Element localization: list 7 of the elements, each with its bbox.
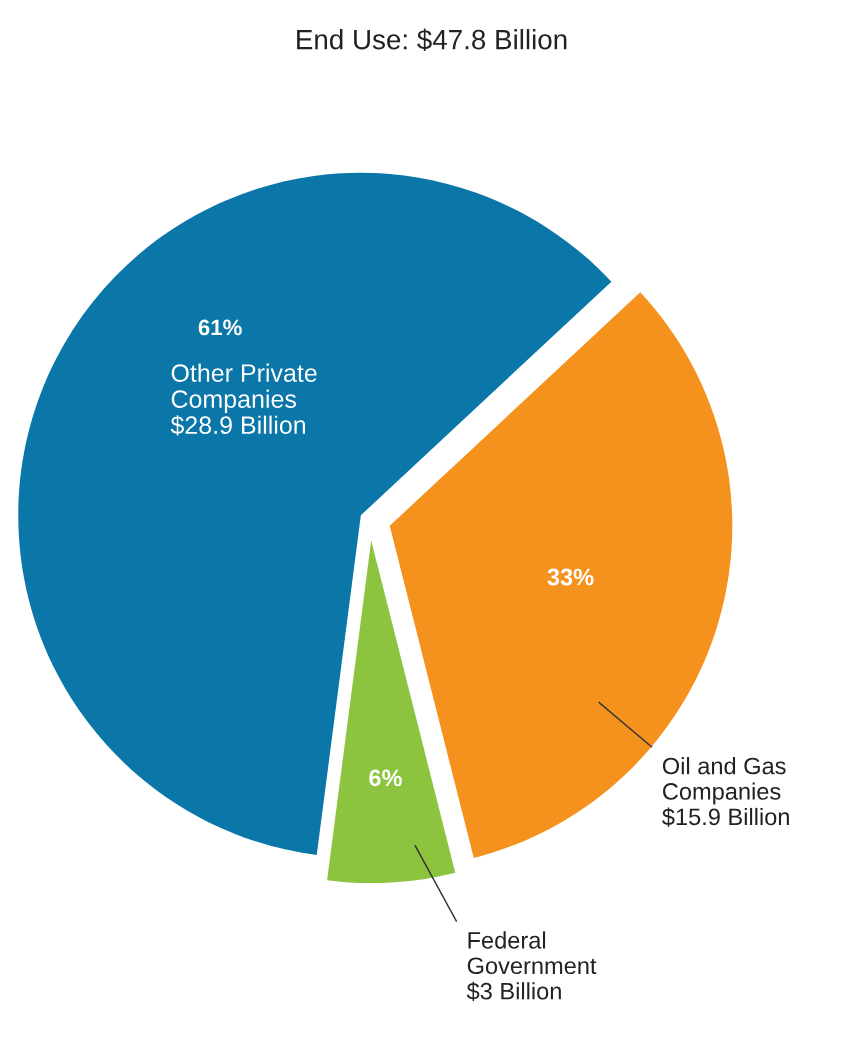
- slice-label: Oil and Gas Companies $15.9 Billion: [662, 757, 789, 827]
- slice-label: Federal Government $3 Billion: [466, 931, 597, 1001]
- data-label: 6%: [369, 769, 402, 787]
- slice-label: Other Private Companies $28.9 Billion: [170, 363, 317, 436]
- data-label: 33%: [547, 568, 594, 586]
- data-label: 61%: [198, 319, 242, 336]
- chart-title: End Use: $47.8 Billion: [297, 28, 567, 52]
